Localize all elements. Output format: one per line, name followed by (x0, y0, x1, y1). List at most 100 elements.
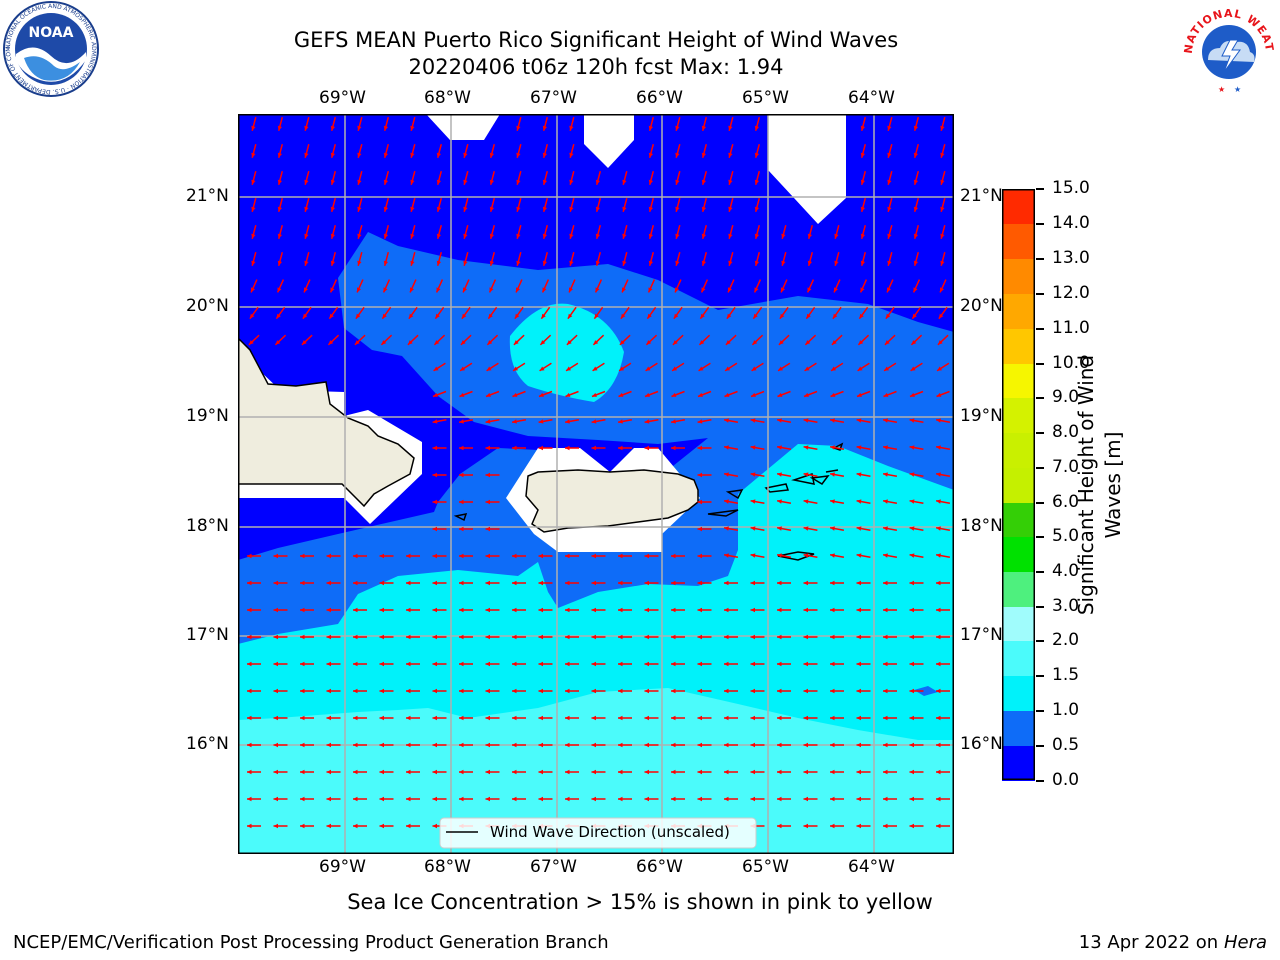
wave-arrow-head (300, 742, 305, 748)
wave-arrow-head (622, 233, 627, 239)
lon-label-top: 68°W (424, 88, 471, 108)
wave-arrow-head (724, 634, 729, 640)
wave-arrow-head (913, 260, 918, 266)
wave-arrow-head (485, 445, 490, 451)
wave-arrow-head (300, 688, 305, 694)
wave-arrow-head (512, 796, 517, 802)
wave-arrow-head (406, 634, 411, 640)
colorbar-tick-mark (1036, 467, 1044, 469)
wave-arrow-head (569, 125, 574, 131)
wave-arrow-head (912, 313, 917, 319)
wave-arrow-head (644, 580, 649, 586)
wave-arrow-head (883, 392, 889, 397)
colorbar-tick-label: 8.0 (1052, 422, 1080, 442)
wave-arrow-head (512, 607, 517, 613)
wave-arrow-head (436, 233, 441, 239)
wave-arrow-head (883, 445, 888, 450)
colorbar-bin (1002, 607, 1035, 641)
wave-arrow-head (618, 688, 623, 694)
wave-arrow-head (697, 445, 702, 451)
colorbar-tick-label: 1.5 (1052, 665, 1080, 685)
wave-arrow-head (936, 742, 941, 748)
wave-arrow-head (304, 233, 309, 239)
wave-arrow-head (463, 152, 468, 158)
wave-arrow-head (830, 661, 835, 667)
wave-arrow-head (432, 769, 437, 775)
wave-arrow-head (459, 742, 464, 748)
wave-arrow-head (883, 553, 888, 558)
wave-arrow-head (701, 287, 706, 293)
wave-arrow-head (353, 580, 358, 586)
wave-arrow-head (778, 366, 783, 371)
colorbar-tick-label: 7.0 (1052, 457, 1080, 477)
colorbar-tick-mark (1036, 640, 1044, 642)
wave-arrow-head (646, 340, 652, 345)
wave-arrow-head (803, 823, 808, 829)
map-frame (238, 114, 954, 854)
wave-arrow-head (647, 313, 652, 319)
wave-arrow-head (725, 340, 731, 345)
wave-arrow-head (512, 445, 517, 451)
wave-arrow-head (353, 796, 358, 802)
wave-arrow-head (565, 634, 570, 640)
wave-arrow-head (754, 233, 759, 239)
wave-arrow-head (675, 233, 680, 239)
wave-arrow-head (724, 499, 729, 504)
wave-arrow-head (436, 179, 441, 185)
wave-arrow-head (887, 206, 892, 212)
wave-arrow-head (459, 392, 465, 397)
wave-arrow-head (565, 769, 570, 775)
wave-arrow-head (724, 715, 729, 721)
wave-arrow-head (913, 125, 918, 131)
wave-arrow-head (485, 526, 490, 532)
wave-arrow-head (489, 152, 494, 158)
wave-arrow-head (383, 287, 388, 293)
wave-arrow-head (832, 313, 838, 319)
legend: Wind Wave Direction (unscaled) (439, 817, 757, 849)
wave-arrow-head (697, 661, 702, 667)
colorbar-tick-mark (1036, 328, 1044, 330)
wave-arrow-head (594, 313, 599, 319)
wave-arrow-head (463, 287, 467, 293)
wave-arrow-head (724, 580, 729, 586)
wave-arrow-head (595, 233, 600, 239)
wave-arrow-head (936, 715, 941, 721)
wave-arrow-head (622, 260, 627, 266)
wave-arrow-head (251, 206, 256, 212)
wave-arrow-head (301, 340, 307, 345)
wave-arrow-head (485, 688, 490, 694)
wave-arrow-head (459, 580, 464, 586)
wave-arrow-head (728, 233, 733, 239)
wave-arrow-head (432, 526, 437, 532)
wave-arrow-head (728, 179, 733, 185)
lon-label-top: 64°W (848, 88, 895, 108)
colorbar-tick-label: 14.0 (1052, 213, 1090, 233)
wave-arrow-head (277, 179, 282, 185)
wave-arrow-head (728, 125, 733, 131)
wave-arrow-head (273, 742, 278, 748)
wave-arrow-head (754, 125, 759, 131)
colorbar-tick-label: 5.0 (1052, 526, 1080, 546)
wave-arrow-head (699, 340, 705, 345)
wave-arrow-head (830, 607, 835, 613)
wave-arrow-head (565, 419, 570, 424)
wave-arrow-head (569, 179, 574, 185)
wave-arrow-head (697, 472, 702, 478)
wave-arrow-head (591, 769, 596, 775)
wave-arrow-head (591, 715, 596, 721)
wave-arrow-head (406, 661, 411, 667)
wave-arrow-head (406, 796, 411, 802)
colorbar-tick-mark (1036, 710, 1044, 712)
wave-arrow-head (913, 287, 918, 293)
wave-arrow-head (433, 392, 438, 397)
wave-arrow-head (538, 445, 543, 451)
wave-arrow-head (910, 392, 915, 397)
wave-arrow-head (302, 313, 308, 319)
wave-arrow-head (857, 366, 863, 371)
wave-arrow-head (671, 607, 676, 613)
colorbar-bin (1002, 224, 1035, 259)
wave-arrow-head (354, 340, 360, 345)
wave-arrow-head (622, 206, 627, 212)
lat-label-left: 21°N (186, 186, 229, 206)
wave-arrow-head (671, 661, 676, 667)
